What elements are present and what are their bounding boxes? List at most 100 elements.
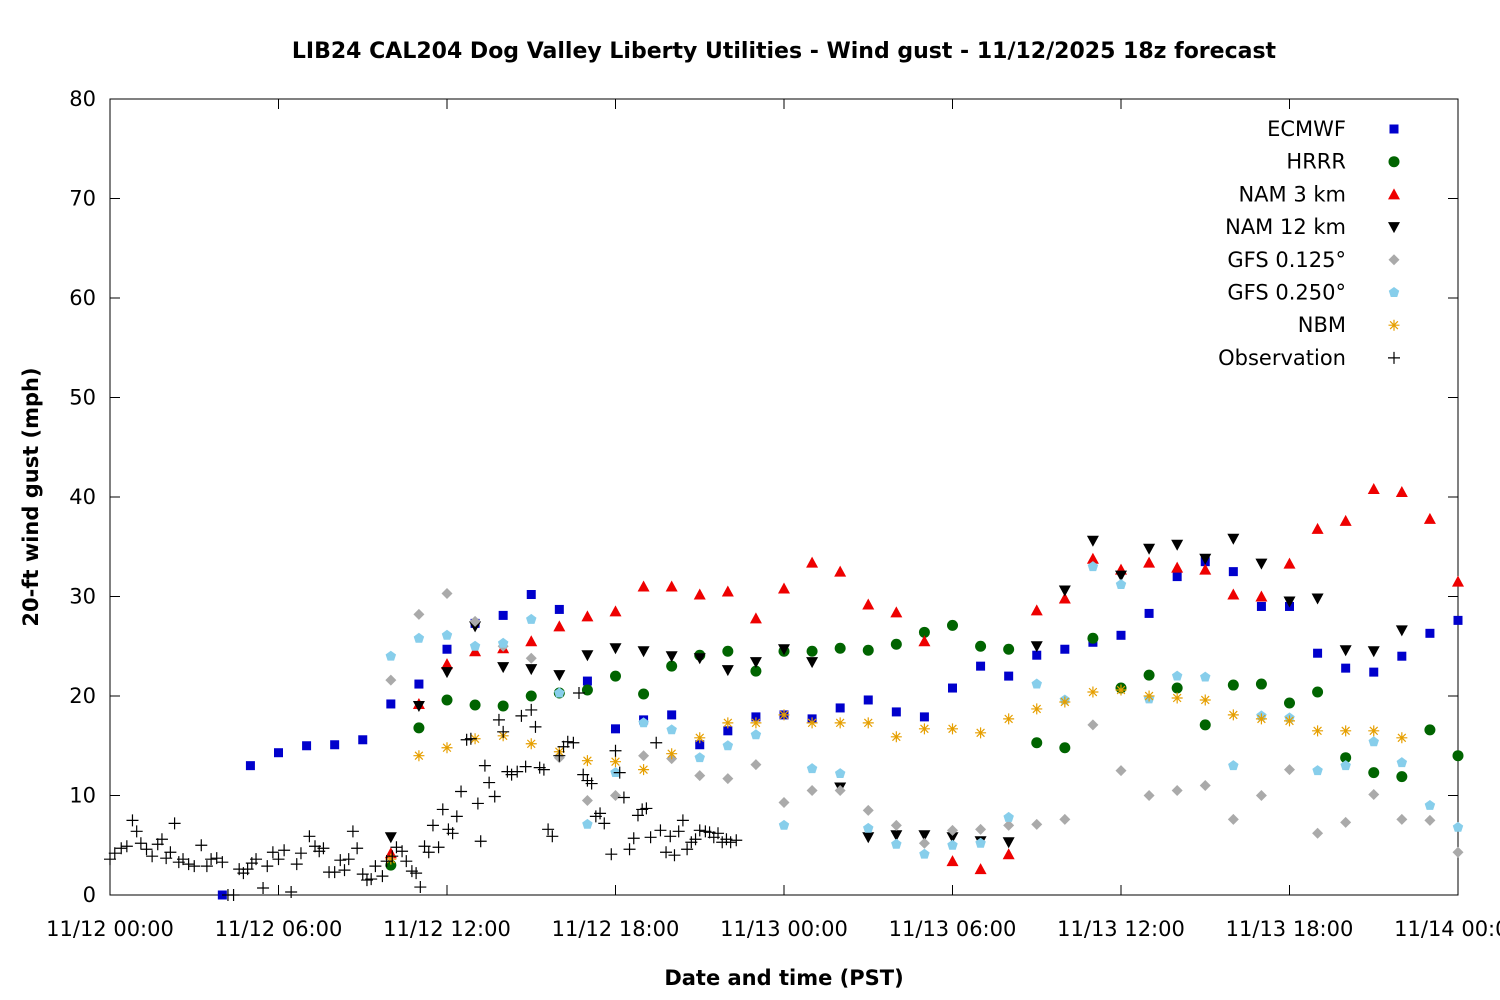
data-point	[654, 824, 667, 837]
data-point	[890, 638, 902, 650]
data-point	[245, 761, 255, 771]
data-point	[835, 703, 845, 713]
data-point	[384, 832, 397, 844]
data-point	[749, 612, 762, 624]
data-point	[605, 848, 618, 861]
y-tick-label: 80	[69, 87, 96, 111]
data-point	[890, 731, 902, 743]
data-point	[947, 839, 958, 850]
data-point	[806, 785, 818, 797]
data-point	[721, 585, 734, 597]
axis-ticks	[109, 98, 1459, 896]
data-point	[660, 846, 673, 859]
data-point	[585, 777, 598, 790]
data-point	[317, 842, 330, 855]
data-point	[598, 817, 611, 830]
data-point	[365, 873, 378, 886]
data-point	[272, 853, 285, 866]
data-point	[722, 717, 734, 729]
data-point	[1283, 557, 1296, 569]
data-point	[561, 735, 574, 748]
data-point	[446, 827, 459, 840]
data-point	[410, 867, 423, 880]
data-point	[1087, 719, 1099, 731]
y-tick-label: 40	[69, 485, 96, 509]
series-nam-3-km	[384, 483, 1464, 875]
data-point	[1115, 570, 1127, 582]
data-point	[1199, 694, 1211, 706]
y-tick-label: 0	[83, 883, 96, 907]
data-point	[414, 679, 424, 689]
legend-marker-nbm	[1388, 319, 1400, 331]
data-point	[610, 790, 621, 801]
legend-marker-gfs-0-250	[1388, 287, 1400, 297]
data-point	[862, 598, 875, 610]
data-point	[1283, 596, 1296, 608]
data-point	[1002, 837, 1015, 849]
data-point	[188, 860, 201, 873]
data-point	[890, 830, 903, 842]
data-point	[1228, 760, 1239, 771]
data-point	[1003, 811, 1014, 822]
data-point	[497, 725, 510, 738]
data-point	[422, 846, 435, 859]
data-point	[351, 842, 364, 855]
data-point	[1396, 813, 1408, 825]
data-point	[498, 610, 508, 620]
data-point	[806, 556, 819, 568]
data-point	[572, 687, 585, 700]
data-point	[469, 640, 481, 651]
y-tick-label: 30	[69, 585, 96, 609]
data-point	[650, 736, 663, 749]
data-point	[1143, 790, 1155, 801]
data-point	[115, 842, 128, 855]
data-point	[750, 665, 762, 677]
data-point	[610, 756, 621, 768]
data-point	[638, 688, 650, 700]
data-point	[553, 670, 566, 682]
data-point	[610, 670, 621, 682]
data-point	[413, 722, 425, 734]
data-point	[1424, 724, 1436, 736]
data-point	[1058, 592, 1071, 604]
data-point	[948, 683, 957, 693]
series-gfs-0-125	[385, 588, 1464, 858]
data-point	[140, 843, 153, 856]
data-point	[1367, 483, 1380, 495]
data-point	[918, 837, 930, 849]
data-point	[146, 850, 159, 863]
data-point	[1340, 752, 1352, 764]
data-point	[483, 776, 496, 789]
data-point	[164, 846, 177, 859]
data-point	[1368, 789, 1380, 801]
data-point	[581, 755, 593, 767]
data-point	[611, 724, 620, 734]
data-point	[1367, 646, 1380, 658]
data-point	[724, 836, 737, 849]
data-point	[582, 818, 593, 829]
data-point	[623, 843, 636, 856]
data-point	[1227, 679, 1239, 691]
data-point	[1396, 757, 1408, 768]
data-point	[1172, 572, 1182, 582]
chart-title: LIB24 CAL204 Dog Valley Liberty Utilitie…	[292, 39, 1277, 64]
legend-label: NAM 3 km	[1238, 182, 1346, 206]
data-point	[553, 620, 566, 632]
data-point	[644, 831, 657, 844]
data-point	[609, 605, 622, 617]
data-point	[376, 870, 389, 883]
x-tick-label: 11/12 00:00	[46, 917, 174, 941]
tick-labels: 11/12 00:00 11/12 06:00 11/12 12:00 11/12 1…	[46, 87, 1500, 941]
data-point	[285, 886, 298, 899]
data-point	[525, 664, 538, 676]
data-point	[1171, 561, 1184, 573]
data-point	[1339, 645, 1352, 657]
data-point	[1171, 682, 1183, 694]
data-point	[1256, 601, 1266, 611]
data-point	[1368, 767, 1380, 779]
data-point	[1087, 561, 1099, 572]
data-point	[638, 717, 649, 728]
data-point	[1424, 799, 1436, 810]
data-point	[294, 847, 307, 860]
